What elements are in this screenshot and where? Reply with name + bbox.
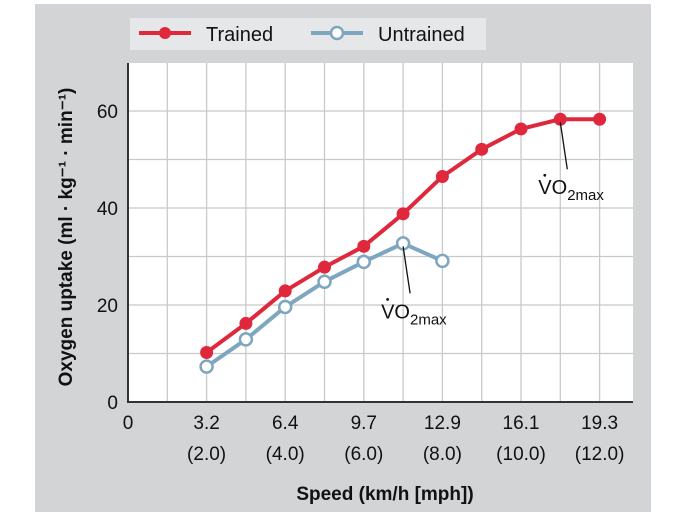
x-tick-label-mph: (10.0): [496, 444, 546, 465]
data-point: [593, 112, 607, 126]
annotation-dot-accent: [543, 173, 547, 177]
data-point: [238, 332, 254, 347]
y-tick-label: 60: [97, 102, 118, 123]
data-point: [435, 169, 449, 183]
data-point: [317, 274, 332, 289]
legend-untrained-label: Untrained: [378, 24, 465, 46]
tick-labels: 0 20 40 60 0 3.2 (2.0) 6.4 (4.0) 9.7 (6.0) 12.9 (8.0…: [97, 102, 625, 465]
annotation-subscript: 2max: [567, 187, 604, 204]
legend-untrained-marker: [329, 25, 345, 41]
x-tick-label-kmh: 9.7: [351, 413, 377, 434]
x-tick-label-kmh: 0: [123, 413, 134, 434]
data-point: [357, 239, 371, 253]
data-point: [514, 122, 528, 136]
x-tick-label-kmh: 3.2: [193, 413, 219, 434]
annotation-subscript: 2max: [410, 311, 447, 328]
data-point: [356, 254, 372, 270]
x-tick-label-mph: (6.0): [344, 444, 383, 465]
y-axis-label: Oxygen uptake (ml · kg⁻¹ · min⁻¹): [56, 88, 77, 387]
x-tick-label-mph: (4.0): [266, 444, 305, 465]
data-point: [435, 253, 450, 269]
series-trained: [200, 112, 607, 360]
x-axis-label: Speed (km/h [mph]): [296, 484, 473, 505]
series-untrained: [199, 236, 450, 374]
annotation-leader-line: [559, 122, 568, 170]
legend-trained-label: Trained: [206, 24, 273, 46]
y-tick-label: 20: [97, 296, 118, 317]
series-layer: [199, 112, 607, 374]
data-point: [475, 142, 489, 156]
x-tick-label-kmh: 16.1: [503, 413, 540, 434]
annotation-leader-line: [402, 246, 411, 294]
data-point: [277, 299, 293, 315]
axes: [127, 63, 633, 403]
legend: Trained Untrained: [130, 18, 486, 50]
data-point: [199, 359, 214, 374]
x-tick-label-kmh: 12.9: [424, 413, 461, 434]
data-point: [553, 112, 567, 126]
x-tick-label-kmh: 6.4: [272, 413, 299, 434]
annotation-dot-accent: [386, 298, 389, 301]
data-point: [318, 260, 331, 274]
x-tick-label-mph: (2.0): [187, 444, 226, 465]
data-point: [239, 316, 253, 330]
y-tick-label: 40: [97, 199, 118, 220]
data-point: [278, 284, 292, 298]
data-point: [200, 346, 214, 360]
x-tick-label-kmh: 19.3: [581, 413, 618, 434]
legend-trained-marker: [159, 27, 171, 39]
x-tick-label-mph: (12.0): [575, 444, 625, 465]
y-tick-label: 0: [107, 393, 118, 414]
x-tick-label-mph: (8.0): [423, 444, 462, 465]
data-point: [396, 207, 410, 221]
